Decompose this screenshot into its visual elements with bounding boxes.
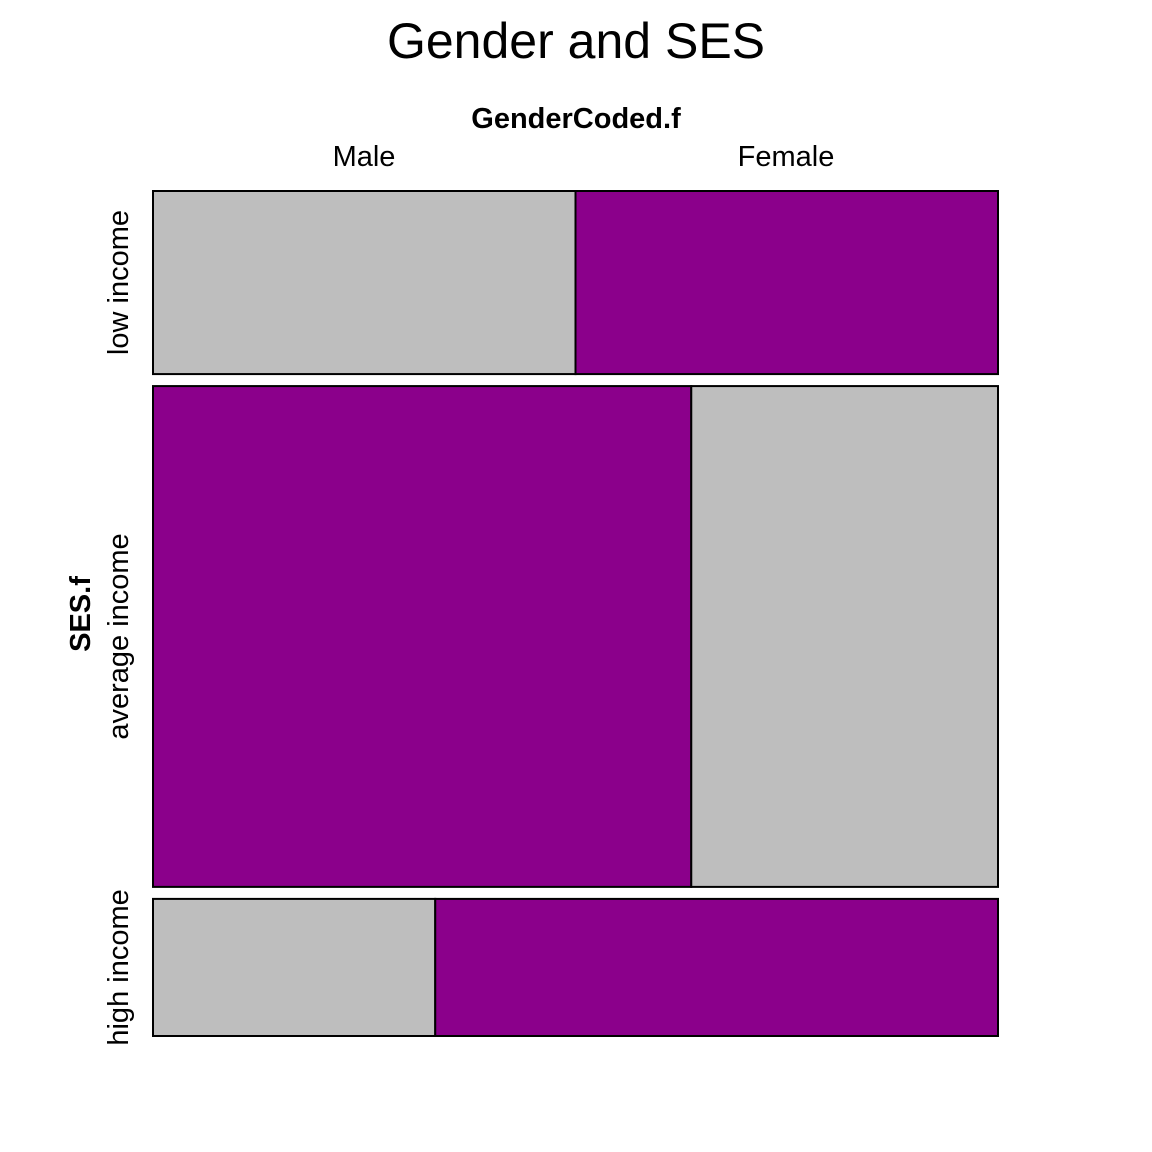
- y-tick-label-average-income: average income: [103, 533, 135, 739]
- chart-title: Gender and SES: [387, 13, 765, 69]
- y-tick-label-high-income: high income: [103, 889, 135, 1045]
- x-tick-label-male: Male: [333, 141, 396, 173]
- x-tick-label-female: Female: [738, 141, 835, 173]
- mosaic-cell-low-income-male: [152, 190, 577, 376]
- x-axis-label: GenderCoded.f: [471, 103, 681, 135]
- y-tick-label-low-income: low income: [103, 210, 135, 355]
- mosaic-cell-high-income-female: [434, 897, 1000, 1037]
- y-axis-label: SES.f: [65, 576, 97, 652]
- mosaic-cell-low-income-female: [574, 190, 999, 376]
- mosaic-cell-high-income-male: [152, 897, 437, 1037]
- mosaic-cell-average-income-male: [152, 385, 693, 888]
- mosaic-cell-average-income-female: [690, 385, 999, 888]
